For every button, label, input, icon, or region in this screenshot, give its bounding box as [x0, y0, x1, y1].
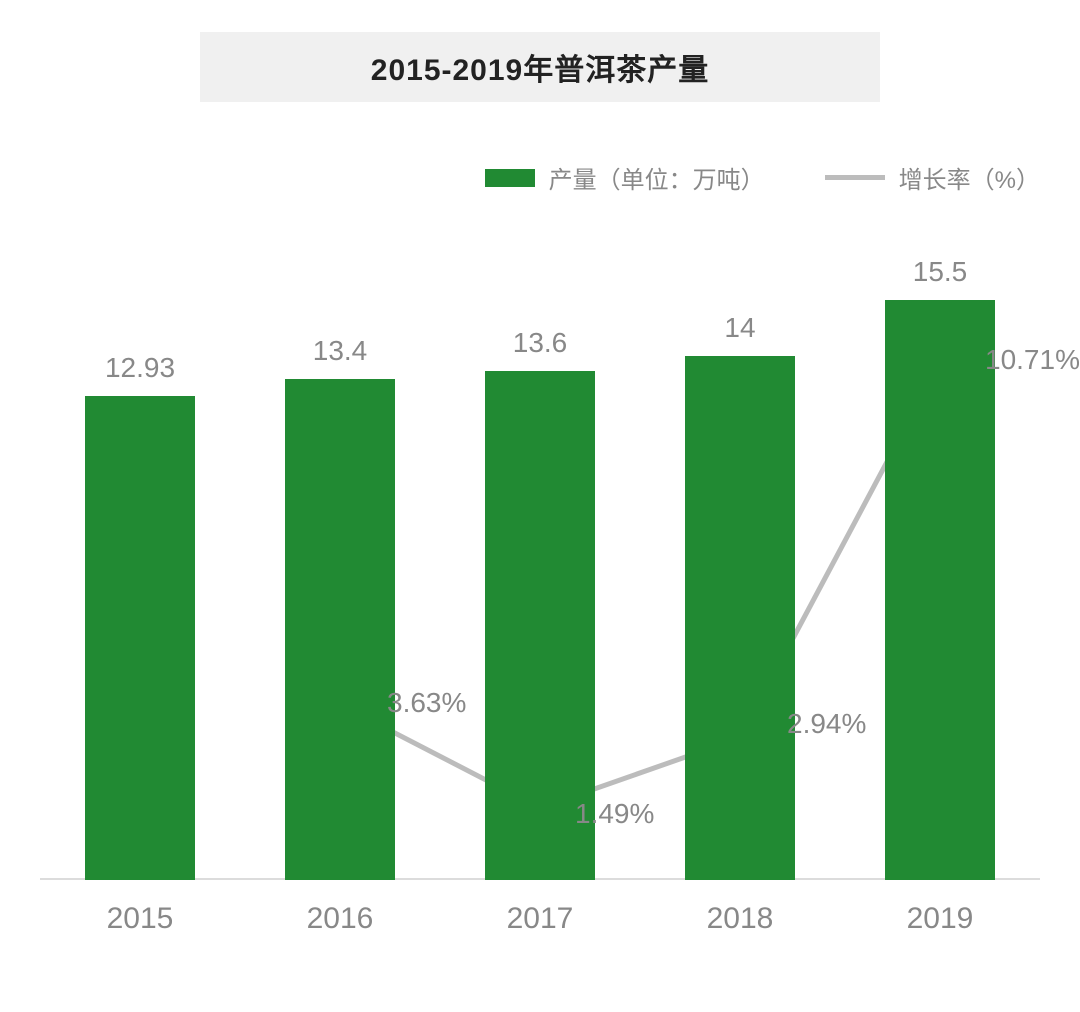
growth-pct-label: 2.94%	[787, 708, 866, 740]
x-axis-label: 2018	[660, 902, 820, 936]
x-axis-label: 2019	[860, 902, 1020, 936]
legend: 产量（单位：万吨） 增长率（%）	[0, 160, 1080, 195]
bar	[85, 396, 195, 880]
bar-value-label: 13.4	[260, 335, 420, 367]
legend-bar-swatch	[485, 169, 535, 187]
chart-title: 2015-2019年普洱茶产量	[371, 45, 709, 89]
bar	[885, 300, 995, 880]
legend-line-swatch	[825, 175, 885, 180]
bar	[685, 356, 795, 880]
bar-value-label: 13.6	[460, 327, 620, 359]
legend-bar-label: 产量（单位：万吨）	[549, 160, 765, 195]
chart-title-bar: 2015-2019年普洱茶产量	[200, 32, 880, 102]
bar	[285, 379, 395, 880]
growth-pct-label: 1.49%	[575, 798, 654, 830]
bar-value-label: 15.5	[860, 256, 1020, 288]
x-axis-label: 2017	[460, 902, 620, 936]
plot-area: 12.9313.413.61415.53.63%1.49%2.94%10.71%	[40, 240, 1040, 880]
growth-pct-label: 3.63%	[387, 687, 466, 719]
growth-pct-label: 10.71%	[985, 344, 1080, 376]
x-axis-label: 2015	[60, 902, 220, 936]
legend-line-label: 增长率（%）	[899, 160, 1040, 195]
legend-item-bar: 产量（单位：万吨）	[485, 160, 765, 195]
bar-value-label: 12.93	[60, 352, 220, 384]
legend-item-line: 增长率（%）	[825, 160, 1040, 195]
bar-value-label: 14	[660, 312, 820, 344]
x-axis-label: 2016	[260, 902, 420, 936]
growth-polyline	[340, 362, 940, 808]
chart-area: 12.9313.413.61415.53.63%1.49%2.94%10.71%…	[40, 240, 1040, 960]
